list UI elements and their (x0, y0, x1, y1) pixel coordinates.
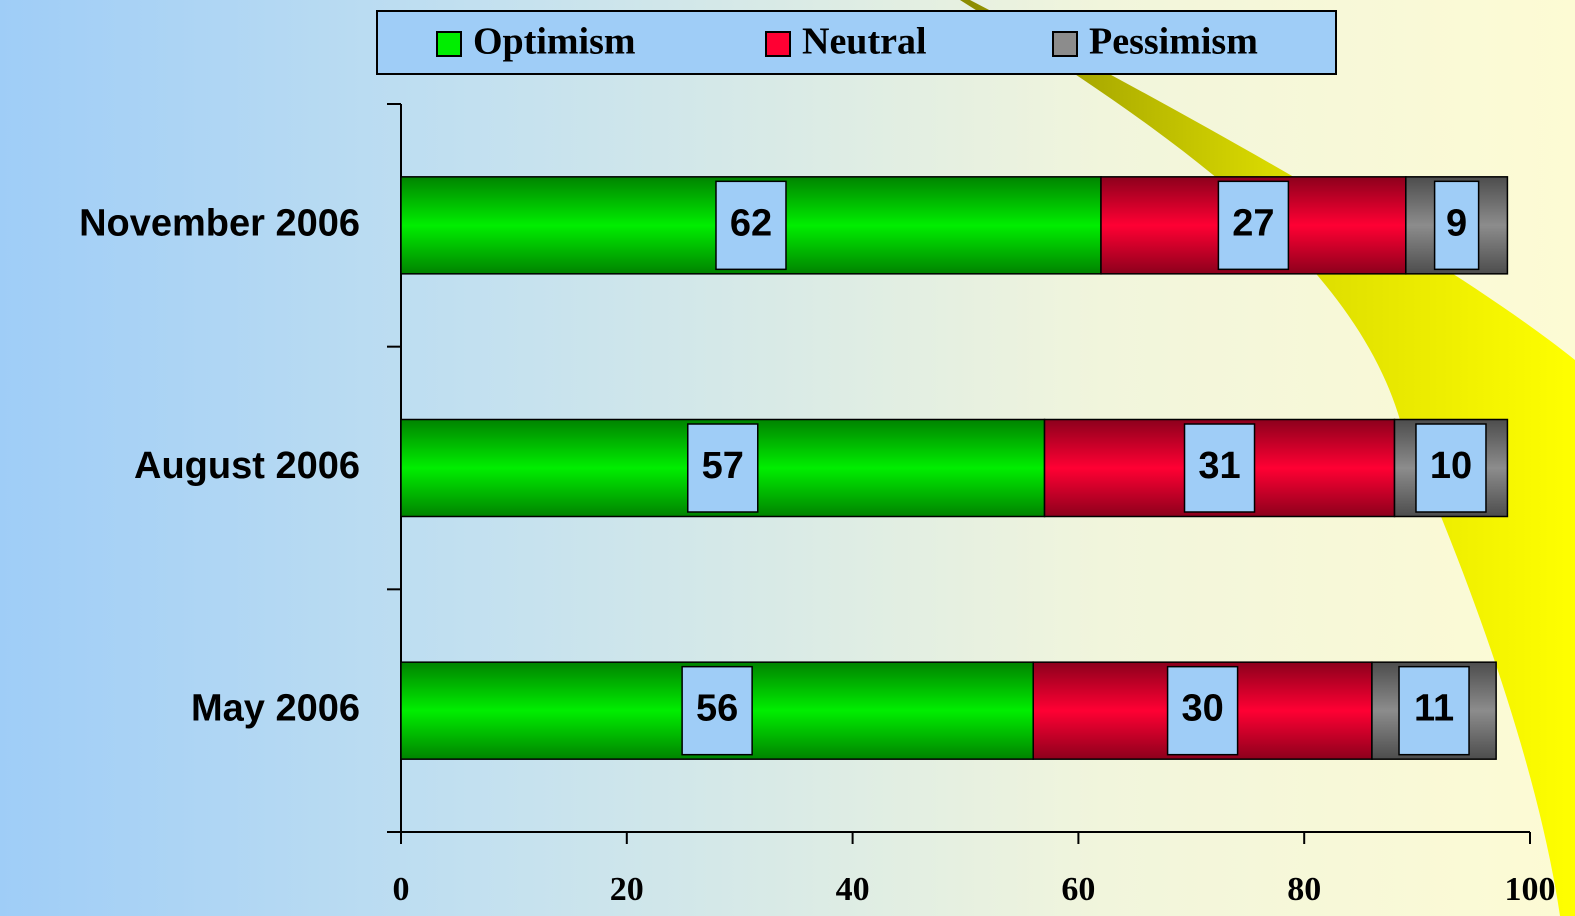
legend-swatch (765, 31, 791, 57)
y-tick-label: November 2006 (79, 202, 360, 244)
value-label: 27 (1232, 202, 1274, 244)
value-label: 57 (702, 445, 744, 487)
value-label: 10 (1430, 445, 1472, 487)
x-tick-label: 40 (836, 871, 870, 908)
legend-label: Neutral (802, 21, 927, 63)
value-label-box (1166, 665, 1239, 756)
value-label-box (715, 180, 787, 271)
value-label: 62 (730, 202, 772, 244)
value-label: 31 (1198, 445, 1240, 487)
value-label-box (681, 665, 753, 756)
value-label-box (1183, 423, 1256, 513)
legend (376, 10, 1337, 75)
value-label-box (1415, 423, 1487, 513)
legend-label: Optimism (473, 21, 636, 63)
value-label-box (687, 423, 759, 513)
value-label: 9 (1446, 202, 1467, 244)
y-tick-label: August 2006 (134, 445, 360, 487)
value-label-box (1398, 665, 1470, 756)
x-tick-label: 60 (1061, 871, 1095, 908)
value-label-box (1433, 180, 1480, 271)
x-tick-label: 100 (1505, 871, 1556, 908)
legend-swatch (436, 31, 462, 57)
value-label: 56 (696, 688, 738, 730)
x-tick-label: 80 (1287, 871, 1321, 908)
x-tick-label: 20 (610, 871, 644, 908)
y-tick-label: May 2006 (191, 688, 360, 730)
legend-label: Pessimism (1089, 21, 1258, 63)
value-label-box (1217, 180, 1290, 271)
x-tick-label: 0 (393, 871, 410, 908)
value-label: 30 (1181, 688, 1223, 730)
legend-swatch (1052, 31, 1078, 57)
value-label: 11 (1414, 688, 1454, 730)
